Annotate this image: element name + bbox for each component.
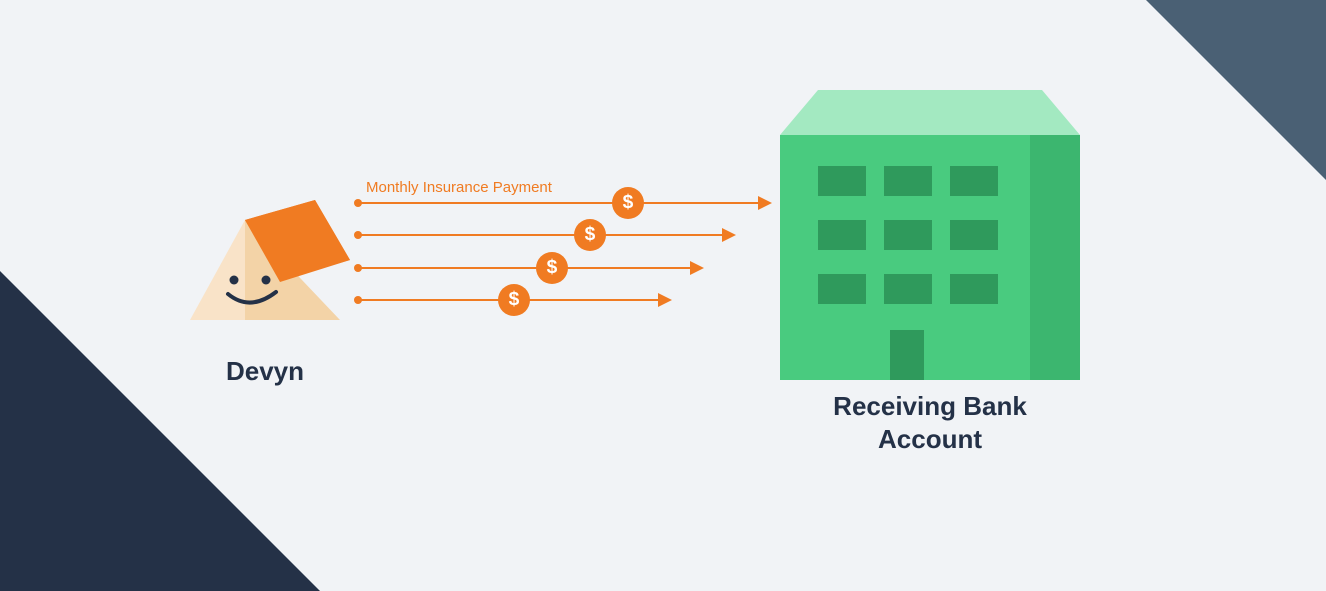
- dollar-coin-icon: $: [536, 252, 568, 284]
- arrow-head-icon: [658, 293, 672, 307]
- devyn-house-icon: [180, 200, 350, 350]
- arrow-head-icon: [758, 196, 772, 210]
- arrow-line: [358, 234, 722, 236]
- flow-label: Monthly Insurance Payment: [366, 179, 552, 196]
- corner-decoration-top-right: [1146, 0, 1326, 180]
- diagram-canvas: Devyn Receiving Bank Account Monthly Ins…: [0, 0, 1326, 591]
- arrow-head-icon: [690, 261, 704, 275]
- arrow-line: [358, 202, 758, 204]
- receiver-label: Receiving Bank Account: [780, 390, 1080, 455]
- sender-label: Devyn: [170, 355, 360, 388]
- arrow-line: [358, 267, 690, 269]
- dollar-coin-icon: $: [612, 187, 644, 219]
- dollar-coin-icon: $: [574, 219, 606, 251]
- dollar-coin-icon: $: [498, 284, 530, 316]
- arrow-head-icon: [722, 228, 736, 242]
- bank-building-icon: [780, 90, 1080, 380]
